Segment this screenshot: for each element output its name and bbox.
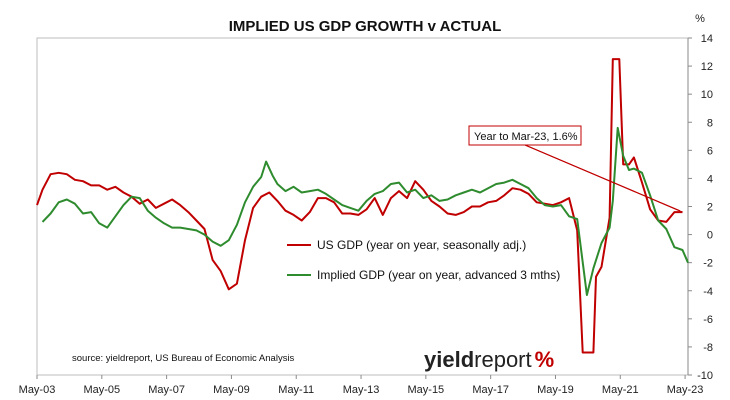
logo-text: yieldreport% (424, 347, 554, 372)
x-tick-label: May-03 (19, 384, 56, 396)
y-tick-label: -10 (697, 370, 713, 382)
x-tick-label: May-19 (537, 384, 574, 396)
y-tick-label: 14 (701, 33, 713, 45)
y-tick-label: -6 (703, 314, 713, 326)
legend-label-implied-gdp: Implied GDP (year on year, advanced 3 mt… (317, 268, 560, 282)
x-axis: May-03 May-05 May-07 May-09 May-11 May-13 May-… (19, 375, 704, 396)
y-tick-label: 12 (701, 61, 713, 73)
y-tick-label: 8 (707, 117, 713, 129)
annotation-callout: Year to Mar-23, 1.6% (468, 125, 683, 213)
y-tick-label: 10 (701, 89, 713, 101)
y-tick-label: -4 (703, 286, 713, 298)
source-note: source: yieldreport, US Bureau of Econom… (72, 353, 295, 364)
x-tick-label: May-05 (83, 384, 120, 396)
x-tick-label: May-13 (343, 384, 380, 396)
legend-label-us-gdp: US GDP (year on year, seasonally adj.) (317, 238, 526, 252)
legend: US GDP (year on year, seasonally adj.) I… (287, 238, 560, 282)
y-tick-label: 2 (707, 202, 713, 214)
y-tick-label: -2 (703, 258, 713, 270)
y-axis-unit: % (695, 13, 705, 25)
y-tick-label: 0 (707, 230, 713, 242)
x-tick-label: May-21 (602, 384, 639, 396)
yieldreport-logo: yieldreport% (424, 347, 554, 372)
y-tick-label: -8 (703, 342, 713, 354)
annotation-leader-line (524, 144, 681, 212)
series-layer (36, 58, 689, 354)
y-axis: -10 -8 -6 -4 -2 0 2 4 6 8 10 12 14 (688, 33, 713, 382)
x-tick-label: May-15 (408, 384, 445, 396)
series-line-us-gdp (36, 58, 683, 354)
annotation-leaders (524, 144, 683, 213)
chart-title: IMPLIED US GDP GROWTH v ACTUAL (229, 18, 502, 35)
y-tick-label: 4 (707, 173, 713, 185)
x-tick-label: May-17 (472, 384, 509, 396)
x-tick-label: May-07 (148, 384, 185, 396)
y-tick-label: 6 (707, 145, 713, 157)
x-tick-label: May-23 (667, 384, 704, 396)
x-tick-label: May-11 (278, 384, 314, 396)
annotation-text: Year to Mar-23, 1.6% (474, 131, 578, 143)
series-line-implied-gdp (41, 126, 689, 296)
x-tick-label: May-09 (213, 384, 250, 396)
